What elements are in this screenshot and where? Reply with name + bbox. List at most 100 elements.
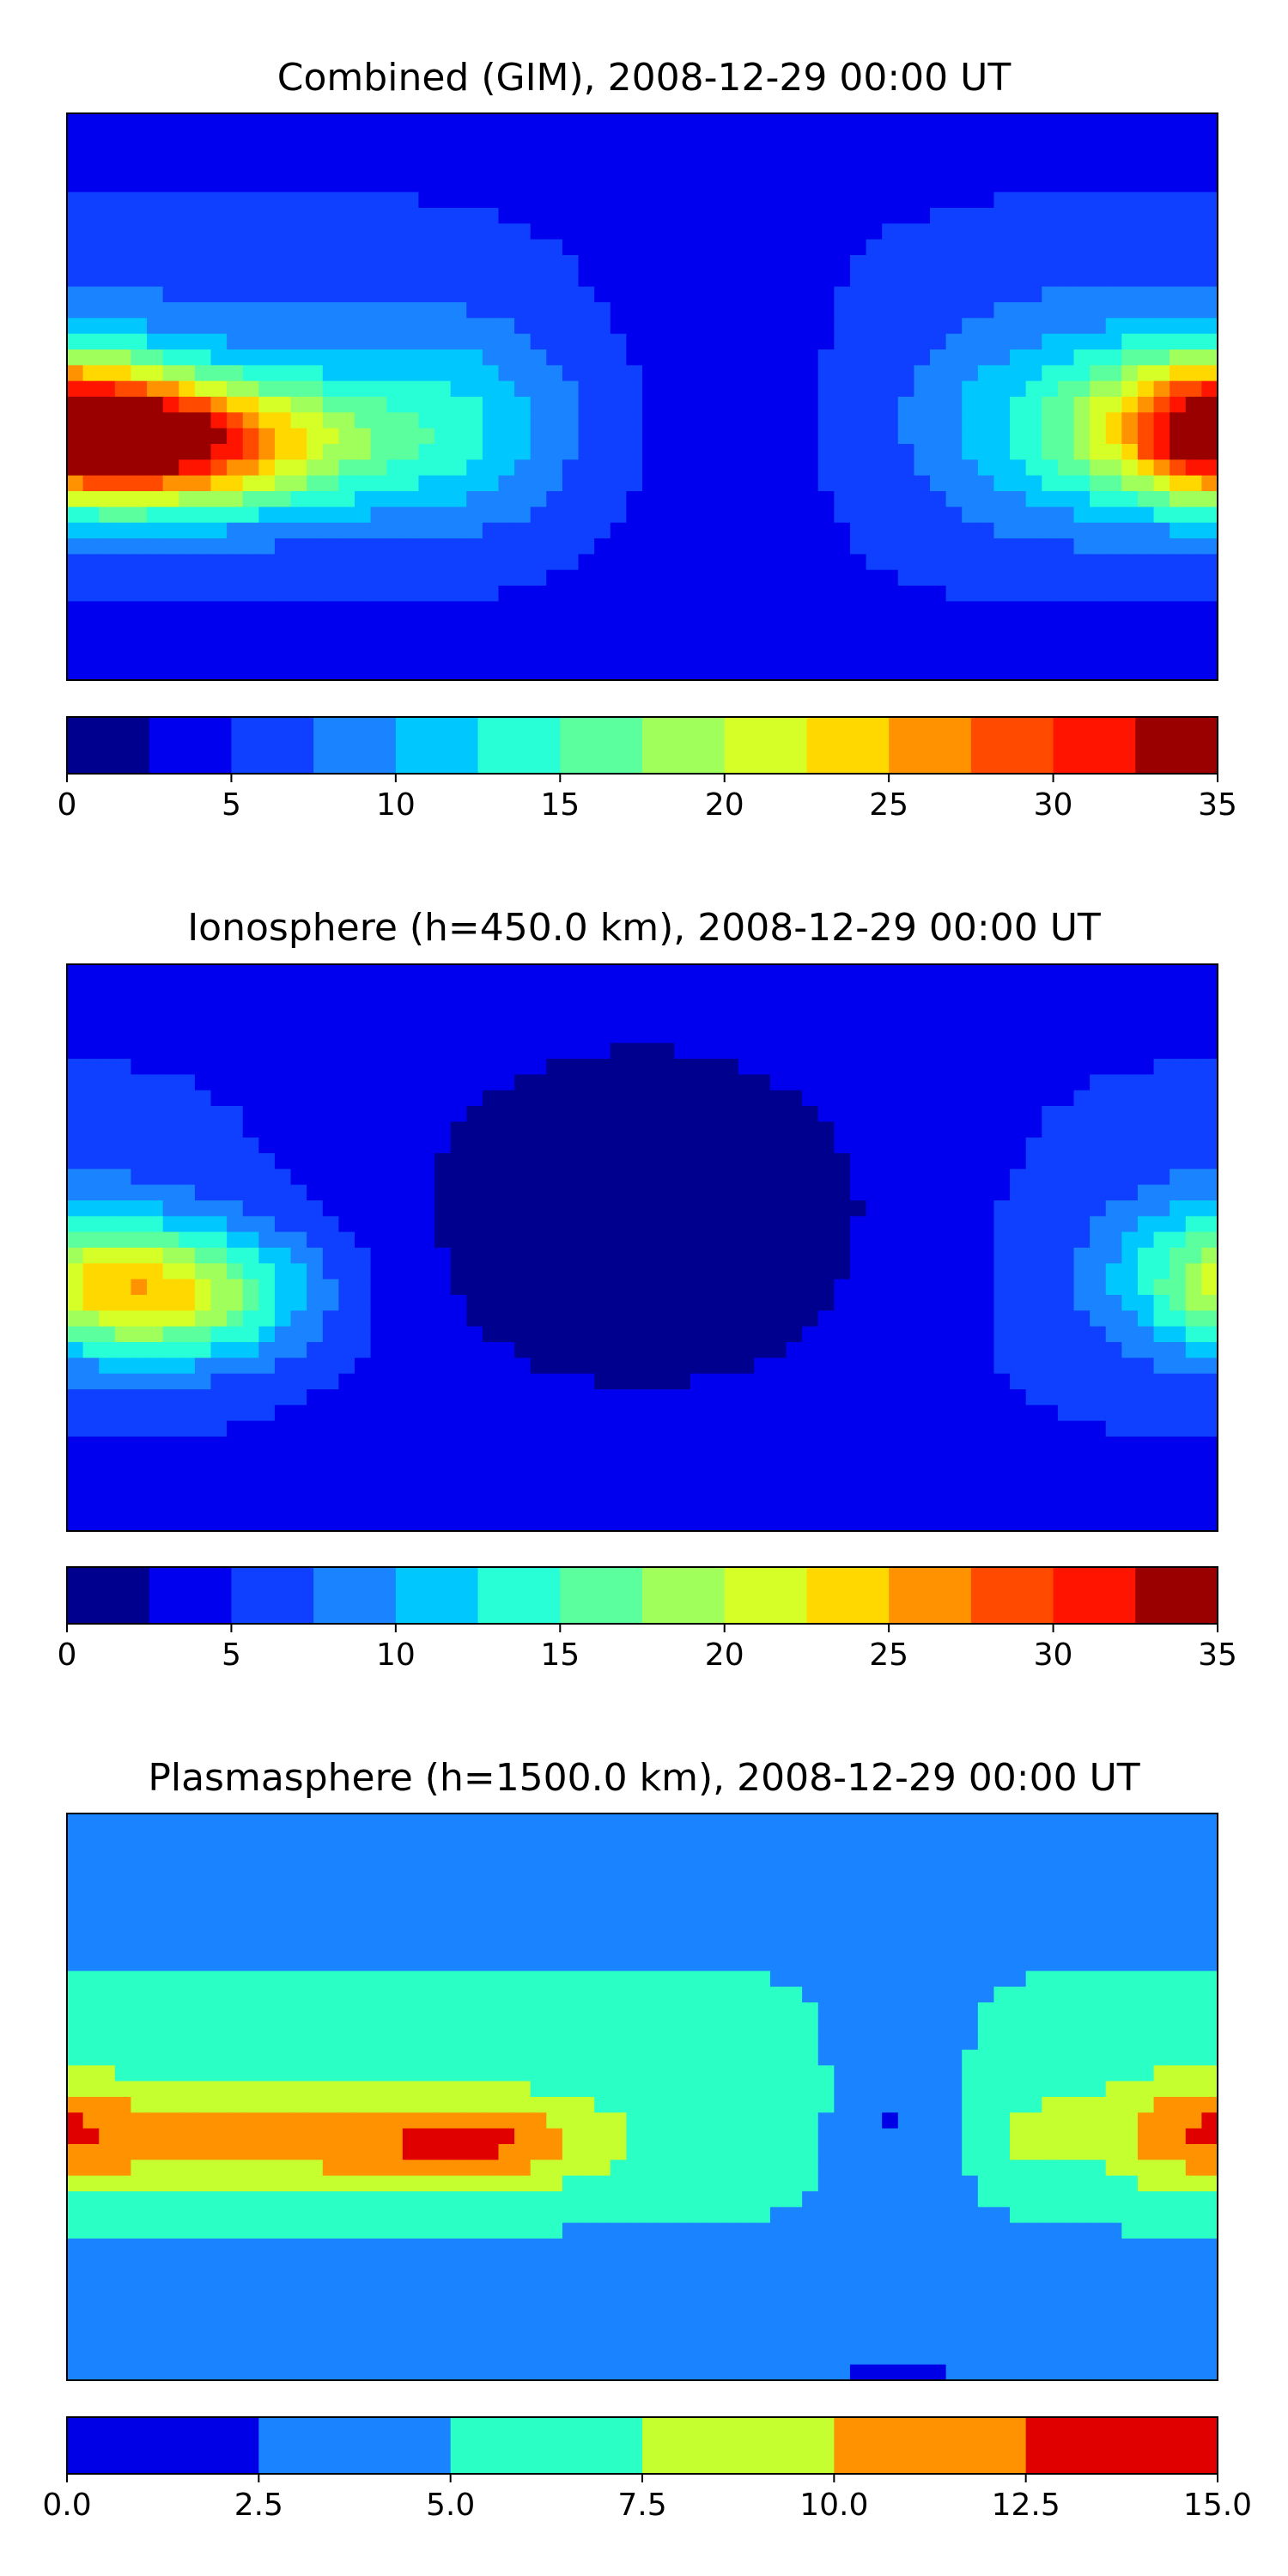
- field-cell: [147, 208, 164, 224]
- field-cell: [706, 1279, 723, 1296]
- field-cell: [99, 380, 116, 398]
- field-cell: [82, 1420, 100, 1437]
- field-cell: [866, 617, 883, 634]
- field-cell: [674, 491, 691, 507]
- field-cell: [817, 1437, 835, 1453]
- field-cell: [594, 1420, 611, 1437]
- field-cell: [530, 176, 547, 193]
- field-cell: [690, 1248, 708, 1264]
- field-cell: [1153, 522, 1170, 539]
- field-cell: [258, 459, 276, 477]
- field-cell: [802, 491, 819, 507]
- field-cell: [274, 1295, 292, 1311]
- field-cell: [977, 1090, 995, 1107]
- field-cell: [594, 1059, 611, 1075]
- field-cell: [82, 1231, 100, 1249]
- field-cell: [546, 444, 563, 460]
- field-cell: [147, 144, 164, 161]
- field-cell: [562, 1279, 580, 1296]
- field-cell: [147, 1106, 164, 1122]
- field-cell: [1121, 428, 1139, 445]
- field-cell: [1153, 1137, 1170, 1154]
- field-cell: [131, 1090, 148, 1107]
- field-cell: [769, 507, 787, 524]
- field-cell: [690, 617, 708, 634]
- field-cell: [834, 1231, 851, 1249]
- field-cell: [897, 208, 914, 224]
- field-cell: [514, 270, 532, 288]
- field-cell: [626, 302, 643, 319]
- field-cell: [386, 318, 404, 335]
- field-cell: [962, 633, 979, 649]
- field-cell: [690, 475, 708, 492]
- field-cell: [722, 554, 739, 571]
- field-cell: [594, 380, 611, 398]
- field-cell: [162, 176, 179, 193]
- field-cell: [1090, 1012, 1107, 1028]
- field-cell: [993, 1027, 1011, 1044]
- field-cell: [706, 444, 723, 460]
- field-cell: [769, 223, 787, 240]
- field-cell: [82, 270, 100, 288]
- field-cell: [530, 208, 547, 224]
- field-cell: [1042, 1090, 1059, 1107]
- field-cell: [802, 380, 819, 398]
- field-cell: [162, 1137, 179, 1154]
- field-cell: [834, 380, 851, 398]
- field-cell: [498, 1184, 515, 1201]
- field-cell: [977, 1405, 995, 1422]
- field-cell: [562, 161, 580, 177]
- field-cell: [1201, 1373, 1218, 1390]
- field-cell: [338, 1248, 355, 1264]
- field-cell: [706, 412, 723, 429]
- field-cell: [626, 144, 643, 161]
- colorbar-tick-label: 35: [1198, 787, 1237, 823]
- field-cell: [290, 1169, 307, 1186]
- field-cell: [1153, 1106, 1170, 1122]
- field-cell: [370, 601, 387, 618]
- field-cell: [930, 208, 947, 224]
- field-cell: [1010, 617, 1027, 634]
- field-cell: [258, 1279, 276, 1296]
- field-cell: [1121, 964, 1139, 981]
- field-cell: [307, 191, 324, 209]
- field-cell: [179, 223, 196, 240]
- field-cell: [993, 318, 1011, 335]
- field-cell: [210, 569, 228, 586]
- field-cell: [290, 255, 307, 271]
- field-cell: [1121, 664, 1139, 681]
- field-cell: [1201, 554, 1218, 571]
- field-cell: [482, 239, 500, 256]
- field-cell: [849, 980, 867, 997]
- field-cell: [945, 1216, 963, 1233]
- field-cell: [802, 1216, 819, 1233]
- field-cell: [82, 1373, 100, 1390]
- field-cell: [722, 397, 739, 413]
- field-cell: [386, 1027, 404, 1044]
- field-cell: [99, 1059, 116, 1075]
- field-cell: [1090, 1216, 1107, 1233]
- field-cell: [817, 1200, 835, 1217]
- field-cell: [802, 569, 819, 586]
- field-cell: [754, 538, 771, 555]
- field-cell: [1105, 349, 1122, 366]
- field-cell: [993, 176, 1011, 193]
- field-cell: [930, 1169, 947, 1186]
- field-cell: [1010, 270, 1027, 288]
- field-cell: [466, 1106, 483, 1122]
- field-cell: [914, 995, 931, 1012]
- field-cell: [1073, 176, 1091, 193]
- field-cell: [626, 1437, 643, 1453]
- field-cell: [962, 428, 979, 445]
- field-cell: [977, 286, 995, 303]
- field-cell: [834, 1121, 851, 1139]
- field-cell: [1121, 1405, 1139, 1422]
- field-cell: [82, 475, 100, 492]
- field-cell: [114, 286, 132, 303]
- field-cell: [769, 664, 787, 681]
- field-cell: [274, 255, 292, 271]
- field-cell: [450, 1074, 467, 1091]
- field-cell: [290, 161, 307, 177]
- field-cell: [962, 1452, 979, 1469]
- field-cell: [1073, 318, 1091, 335]
